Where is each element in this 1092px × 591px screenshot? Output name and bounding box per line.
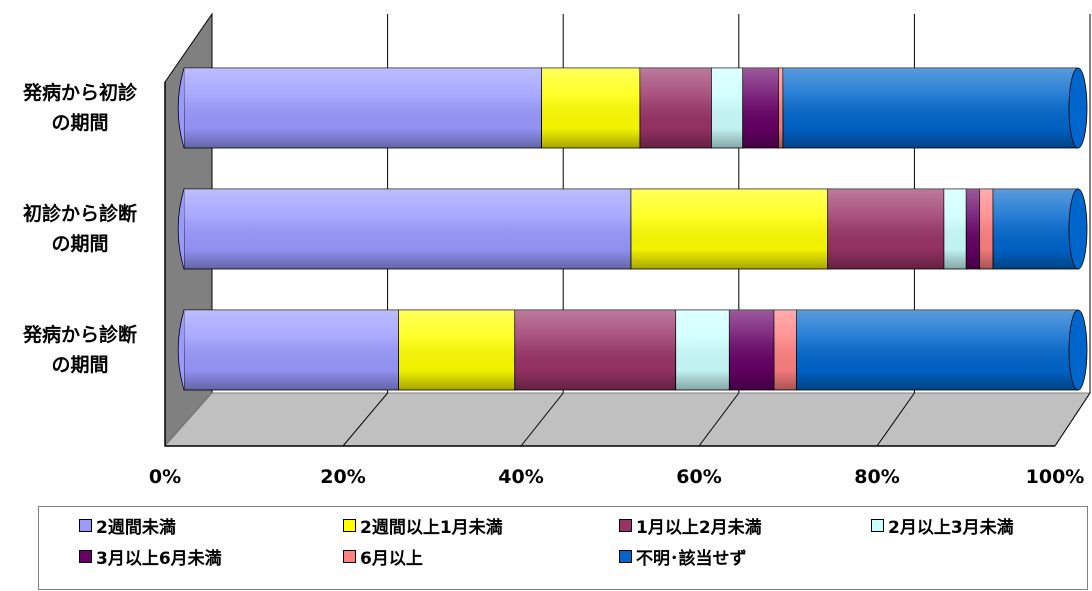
bar-row: [177, 188, 1088, 270]
bar-end-cap: [1068, 188, 1088, 270]
bar-segment-shade: [729, 310, 775, 390]
category-label: 発病から診断 の期間: [22, 324, 137, 376]
x-tick-label: 80%: [854, 466, 900, 488]
bar-segment-shade: [711, 68, 743, 148]
bar-segment-shade: [398, 310, 515, 390]
bar-segment-shade: [184, 189, 631, 269]
bar-segment-shade: [796, 310, 1078, 390]
bar-segment-shade: [184, 68, 542, 148]
legend-label: 1月以上2月未満: [636, 518, 762, 538]
bar-segment: [827, 188, 951, 270]
bar-segment: [630, 188, 834, 270]
legend-label: 2週間以上1月未満: [360, 518, 503, 538]
bar-segment-shade: [675, 310, 730, 390]
legend-item: 2週間未満: [79, 513, 176, 538]
chart-plot: [163, 12, 1091, 448]
gridline-floor: [876, 392, 915, 447]
bar-segment-shade: [827, 189, 944, 269]
bar-segment-shade: [184, 310, 399, 390]
bar-segment: [183, 188, 638, 270]
bar-segment-shade: [778, 68, 783, 148]
bar-segment: [675, 309, 736, 391]
legend-swatch: [343, 519, 356, 532]
bar-left-cap: [177, 188, 185, 270]
bar-left-cap: [177, 309, 185, 391]
bar-end-cap: [1068, 67, 1088, 149]
x-tick-label: 100%: [1025, 466, 1085, 488]
legend-swatch: [343, 550, 356, 563]
bar-segment-shade: [979, 189, 994, 269]
legend-swatch: [871, 519, 884, 532]
legend-item: 3月以上6月未満: [79, 544, 222, 569]
gridline-floor: [698, 392, 740, 447]
bar-segment-shade: [631, 189, 828, 269]
legend-label: 6月以上: [360, 549, 423, 569]
x-tick-label: 60%: [676, 466, 722, 488]
bar-end-cap: [1068, 309, 1088, 391]
bar-segment: [795, 309, 1085, 391]
category-label: 発病から初診 の期間: [22, 82, 137, 134]
legend-swatch: [619, 519, 632, 532]
gridline-floor: [1054, 392, 1091, 447]
bar-row: [177, 309, 1088, 391]
x-tick-label: 40%: [498, 466, 544, 488]
bar-segment: [541, 67, 647, 149]
legend-label: 2月以上3月未満: [888, 518, 1014, 538]
bar-segment: [398, 309, 522, 391]
floor: [163, 392, 1091, 447]
bar-segment: [514, 309, 682, 391]
x-tick-label: 0%: [148, 466, 182, 488]
bar-segment: [639, 67, 718, 149]
bar-row: [177, 67, 1088, 149]
legend-item: 不明･該当せず: [619, 544, 747, 569]
legend-item: 6月以上: [343, 544, 423, 569]
x-tick-label: 20%: [320, 466, 366, 488]
legend-label: 2週間未満: [96, 518, 176, 538]
gridline-floor: [520, 392, 564, 447]
bar-segment-shade: [742, 68, 779, 148]
legend-swatch: [79, 550, 92, 563]
bar-segment-shade: [966, 189, 980, 269]
category-label: 初診から診断 の期間: [22, 203, 137, 255]
legend-swatch: [79, 519, 92, 532]
gridline-floor: [342, 392, 388, 447]
legend-label: 不明･該当せず: [636, 549, 747, 569]
bar-segment-shade: [782, 68, 1078, 148]
bar-segment-shade: [993, 189, 1078, 269]
bar-segment: [183, 67, 548, 149]
legend: 2週間未満 2週間以上1月未満 1月以上2月未満 2月以上3月未満 3月以上6月未満 6月…: [38, 506, 1088, 590]
bar-segment: [782, 67, 1085, 149]
legend-item: 1月以上2月未満: [619, 513, 762, 538]
legend-item: 2週間以上1月未満: [343, 513, 503, 538]
bar-segment-shade: [541, 68, 640, 148]
bar-segment-shade: [774, 310, 797, 390]
bar-segment: [183, 309, 405, 391]
bar-segment-shade: [639, 68, 712, 148]
legend-swatch: [619, 550, 632, 563]
bar-segment-shade: [943, 189, 967, 269]
bar-segment-shade: [514, 310, 676, 390]
bars-group: [177, 67, 1088, 391]
bar-segment: [728, 309, 781, 391]
legend-item: 2月以上3月未満: [871, 513, 1014, 538]
bar-left-cap: [177, 67, 185, 149]
legend-label: 3月以上6月未満: [96, 549, 222, 569]
